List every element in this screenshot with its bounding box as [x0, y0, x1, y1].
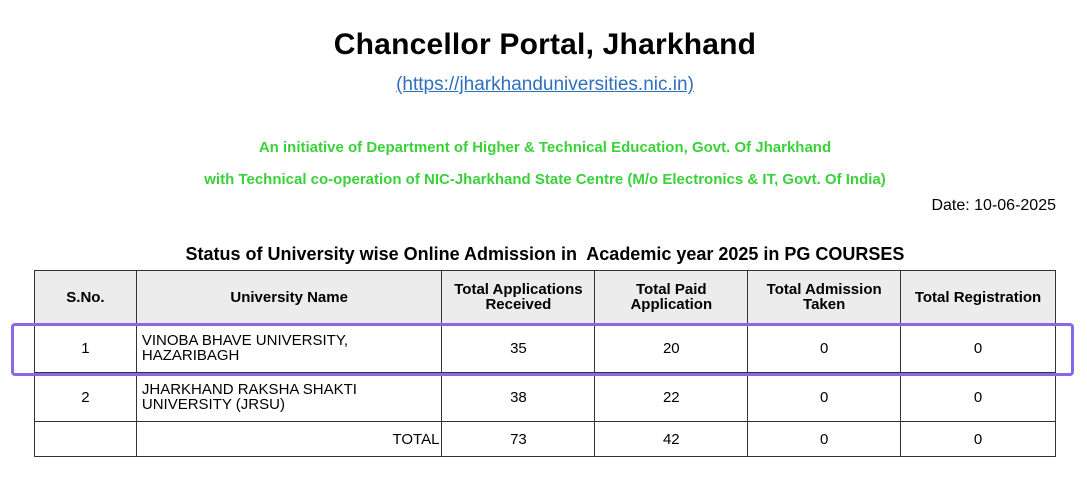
- total-paid: 42: [594, 421, 749, 457]
- column-header-total-admission: Total Admission Taken: [747, 270, 902, 324]
- university-name-line-1: JHARKHAND RAKSHA SHAKTI: [141, 381, 357, 398]
- cell-applications: 38: [441, 372, 596, 422]
- total-label: TOTAL: [135, 421, 443, 457]
- page-title: Chancellor Portal, Jharkhand: [333, 28, 757, 61]
- initiative-line-2: with Technical co-operation of NIC-Jhark…: [204, 171, 886, 188]
- university-name-line-2: UNIVERSITY (JRSU): [141, 396, 285, 413]
- initiative-line-1: An initiative of Department of Higher & …: [258, 139, 832, 156]
- column-header-university-name: University Name: [135, 270, 443, 324]
- cell-sno: 1: [34, 323, 137, 373]
- cell-applications: 35: [441, 323, 596, 373]
- table-total-row: TOTAL 73 42 0 0: [34, 421, 1056, 457]
- university-name-line-1: VINOBA BHAVE UNIVERSITY,: [141, 332, 349, 349]
- cell-university-name: VINOBA BHAVE UNIVERSITY, HAZARIBAGH: [135, 323, 443, 373]
- total-admission: 0: [747, 421, 902, 457]
- table-row: 2 JHARKHAND RAKSHA SHAKTI UNIVERSITY (JRS…: [34, 372, 1056, 422]
- cell-total-empty: [34, 421, 137, 457]
- column-header-total-paid: Total Paid Application: [594, 270, 749, 324]
- column-header-total-registration: Total Registration: [900, 270, 1056, 324]
- table-row: 1 VINOBA BHAVE UNIVERSITY, HAZARIBAGH 35 …: [34, 323, 1056, 373]
- cell-sno: 2: [34, 372, 137, 422]
- portal-link[interactable]: (https://jharkhanduniversities.nic.in): [396, 74, 694, 95]
- cell-admission: 0: [747, 323, 902, 373]
- report-date: Date: 10-06-2025: [931, 197, 1056, 214]
- admission-status-table: S.No. University Name Total Applications…: [34, 270, 1056, 457]
- university-name-line-2: HAZARIBAGH: [141, 347, 240, 364]
- table-header-row: S.No. University Name Total Applications…: [34, 270, 1056, 324]
- cell-paid: 22: [594, 372, 749, 422]
- cell-admission: 0: [747, 372, 902, 422]
- table-title: Status of University wise Online Admissi…: [185, 244, 905, 264]
- total-registration: 0: [900, 421, 1056, 457]
- total-applications: 73: [441, 421, 596, 457]
- cell-paid: 20: [594, 323, 749, 373]
- cell-university-name: JHARKHAND RAKSHA SHAKTI UNIVERSITY (JRSU): [135, 372, 443, 422]
- column-header-total-applications: Total Applications Received: [441, 270, 596, 324]
- cell-registration: 0: [900, 323, 1056, 373]
- column-header-sno: S.No.: [34, 270, 137, 324]
- portal-url: (https://jharkhanduniversities.nic.in): [0, 74, 1087, 96]
- cell-registration: 0: [900, 372, 1056, 422]
